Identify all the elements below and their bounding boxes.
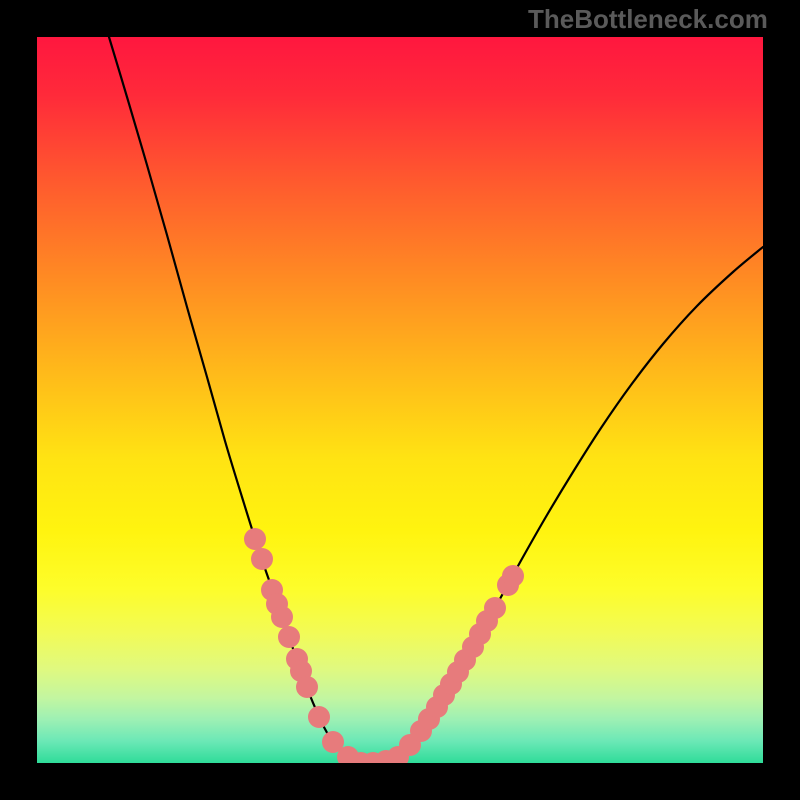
marker-dot (278, 626, 300, 648)
plot-background (37, 37, 763, 763)
marker-dot (502, 565, 524, 587)
chart-svg (0, 0, 800, 800)
marker-dot (308, 706, 330, 728)
marker-dot (484, 597, 506, 619)
marker-dot (251, 548, 273, 570)
marker-dot (271, 606, 293, 628)
marker-dot (244, 528, 266, 550)
marker-dot (296, 676, 318, 698)
chart-root: TheBottleneck.com (0, 0, 800, 800)
watermark-text: TheBottleneck.com (528, 4, 768, 35)
